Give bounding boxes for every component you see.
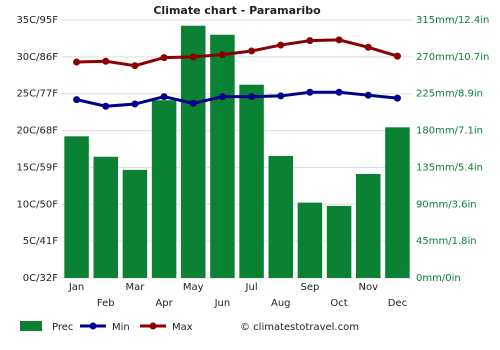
bar [268,155,293,278]
y2-tick-label: 45mm/1.8in [416,236,477,247]
point [131,100,139,108]
point [335,88,343,96]
x-tick-label: Jan [68,282,84,293]
point [248,47,256,55]
bar [297,202,323,278]
y2-tick-label: 270mm/10.7in [416,52,489,63]
bar [326,205,352,278]
y2-tick-label: 0mm/0in [416,273,461,284]
point [335,36,343,44]
legend-label: Max [172,322,193,333]
y2-tick-label: 315mm/12.4in [416,15,489,26]
legend-label: Prec [52,322,73,333]
line [76,90,398,108]
source: © climatestotravel.com [240,322,359,333]
point [73,96,81,104]
y-tick-label: 25C/77F [16,89,58,100]
point [218,93,226,101]
point [160,93,168,101]
y-tick-label: 30C/86F [16,52,58,63]
point [102,102,110,110]
point [277,92,285,100]
point [364,43,372,51]
point [248,93,256,101]
x-tick-label: Oct [330,298,347,309]
point [364,91,372,99]
point [393,94,401,102]
legend-swatch [149,322,157,330]
x-tick-label: Mar [125,282,145,293]
bar [122,169,148,278]
legend-swatch [89,322,97,330]
x-tick-label: Nov [358,282,378,293]
point [189,99,197,107]
x-tick-label: Apr [155,298,173,309]
legend-label: Min [112,322,130,333]
bar [356,173,381,278]
x-tick-label: Aug [271,298,291,309]
y-tick-label: 0C/32F [23,273,58,284]
y-tick-label: 35C/95F [16,15,58,26]
bar [385,127,410,279]
y-tick-label: 5C/41F [23,236,58,247]
line [76,38,398,68]
point [306,88,314,96]
x-tick-label: May [183,282,204,293]
x-tick-label: Jul [245,282,258,293]
y2-tick-label: 135mm/5.4in [416,162,483,173]
point [218,51,226,59]
y-tick-label: 20C/68F [16,126,58,137]
bar [210,34,235,278]
point [131,62,139,70]
point [73,58,81,66]
y2-tick-label: 225mm/8.9in [416,89,483,100]
point [277,41,285,49]
bar [151,100,177,279]
x-tick-label: Feb [97,298,115,309]
y-tick-label: 10C/50F [16,199,58,210]
y2-tick-label: 180mm/7.1in [416,126,483,137]
point [189,53,197,61]
x-tick-label: Jun [214,298,231,309]
x-tick-label: Sep [300,282,319,293]
y-tick-label: 15C/59F [16,162,58,173]
point [160,54,168,62]
bar [64,136,89,278]
x-tick-label: Dec [388,298,407,309]
point [393,52,401,60]
bar [239,84,264,278]
bar [181,25,206,278]
y2-tick-label: 90mm/3.6in [416,199,477,210]
bar [93,156,118,278]
point [306,37,314,45]
point [102,57,110,65]
legend-swatch [20,321,42,331]
chart-title: Climate chart - Paramaribo [153,4,321,17]
